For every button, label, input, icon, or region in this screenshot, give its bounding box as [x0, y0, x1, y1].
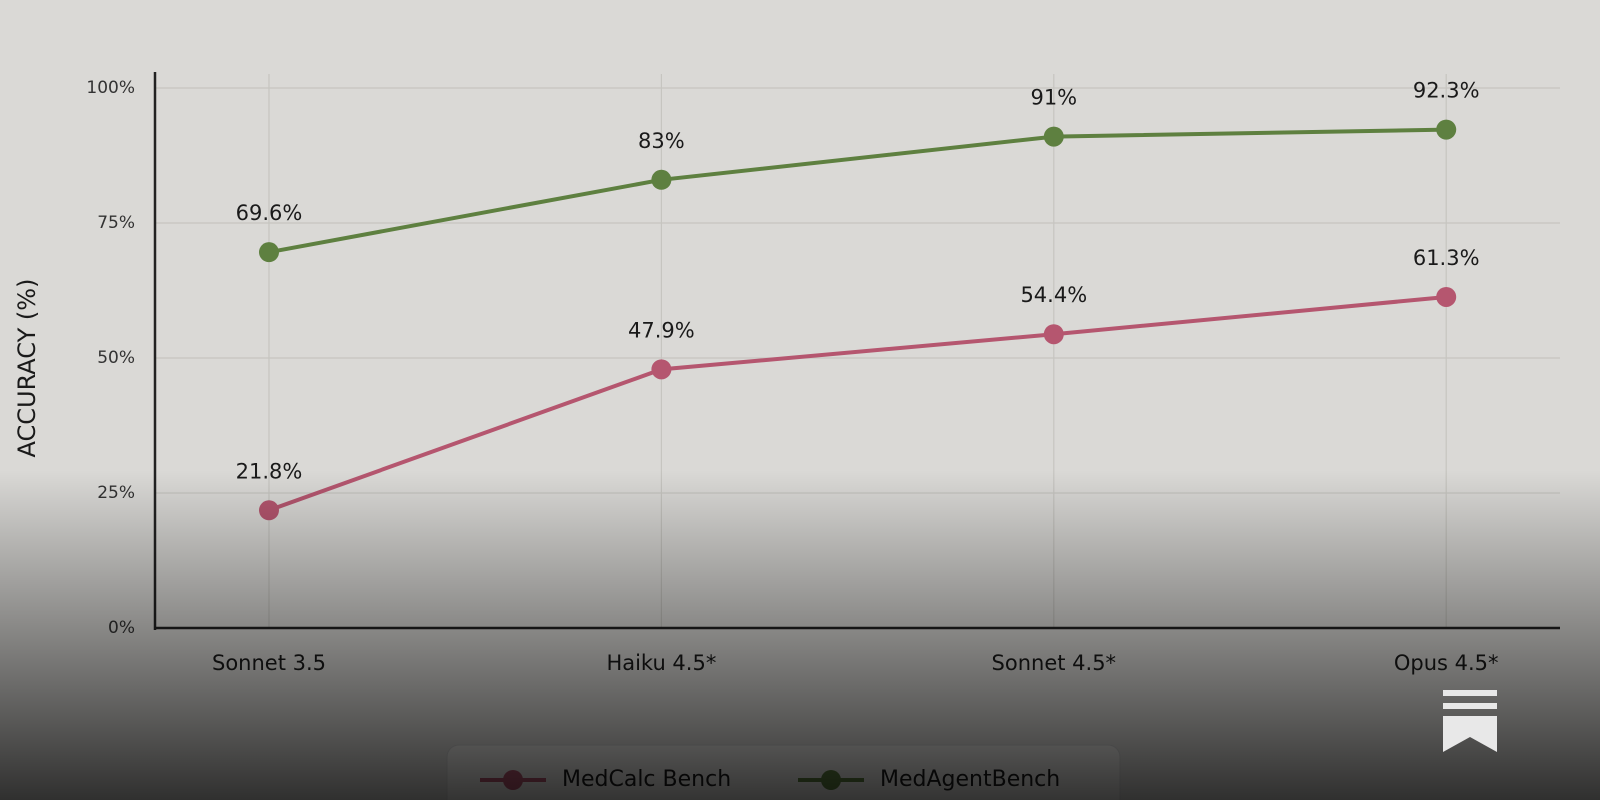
x-tick-label: Sonnet 3.5	[212, 651, 326, 675]
value-label: 83%	[638, 129, 685, 153]
data-point	[1043, 126, 1064, 147]
x-tick-label: Haiku 4.5*	[606, 651, 716, 675]
value-label: 91%	[1030, 86, 1077, 110]
x-tick-label: Sonnet 4.5*	[992, 651, 1117, 675]
data-point	[259, 242, 279, 263]
y-tick-label: 100%	[86, 78, 135, 98]
y-tick-label: 75%	[97, 213, 135, 233]
value-label: 69.6%	[236, 201, 303, 225]
data-point	[651, 169, 672, 190]
value-label: 92.3%	[1413, 79, 1480, 103]
bookmark-icon[interactable]	[1443, 690, 1497, 752]
legend-marker	[503, 770, 523, 790]
legend-label: MedCalc Bench	[562, 767, 731, 792]
legend-marker	[821, 770, 841, 790]
data-point	[1436, 286, 1457, 307]
y-tick-label: 0%	[108, 618, 135, 638]
value-label: 47.9%	[628, 318, 695, 342]
data-point	[259, 500, 279, 521]
value-label: 61.3%	[1413, 246, 1480, 270]
y-axis-label: ACCURACY (%)	[13, 279, 41, 458]
value-label: 21.8%	[236, 459, 303, 483]
data-point	[1043, 324, 1064, 345]
y-tick-label: 50%	[97, 348, 135, 368]
series-line	[268, 127, 1447, 255]
x-tick-label: Opus 4.5*	[1394, 651, 1499, 675]
data-point	[1436, 119, 1457, 140]
data-point	[651, 359, 672, 380]
legend-label: MedAgentBench	[880, 767, 1060, 792]
y-tick-label: 25%	[97, 483, 135, 503]
value-label: 54.4%	[1020, 283, 1087, 307]
series-line	[268, 294, 1447, 513]
